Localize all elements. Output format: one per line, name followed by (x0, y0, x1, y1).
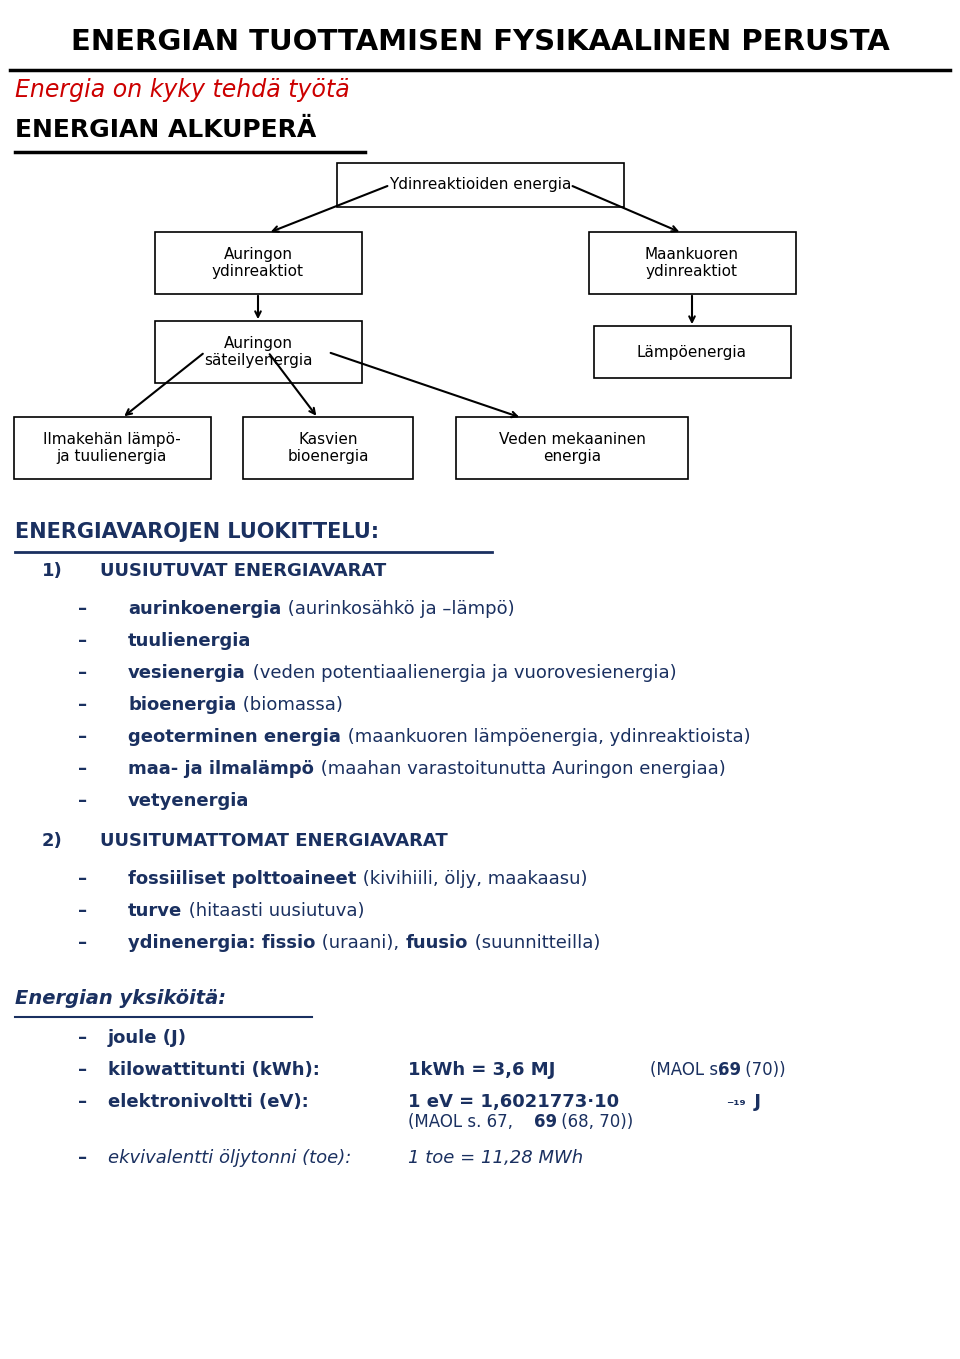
Text: ENERGIAVAROJEN LUOKITTELU:: ENERGIAVAROJEN LUOKITTELU: (15, 522, 379, 542)
Text: –: – (78, 792, 87, 810)
Text: (MAOL s. 67,: (MAOL s. 67, (408, 1113, 521, 1131)
Text: fuusio: fuusio (405, 934, 468, 953)
Text: ekvivalentti öljytonni (toe):: ekvivalentti öljytonni (toe): (108, 1148, 351, 1167)
Text: elektronivoltti (eV):: elektronivoltti (eV): (108, 1093, 309, 1112)
Text: 1): 1) (42, 563, 62, 580)
Text: (hitaasti uusiutuva): (hitaasti uusiutuva) (183, 902, 365, 920)
Text: (70)): (70)) (740, 1061, 785, 1079)
Text: 69: 69 (534, 1113, 557, 1131)
Text: –: – (78, 1029, 87, 1046)
Text: (maankuoren lämpöenergia, ydinreaktioista): (maankuoren lämpöenergia, ydinreaktioist… (342, 728, 751, 746)
FancyBboxPatch shape (588, 232, 796, 294)
Text: J: J (748, 1093, 761, 1112)
Text: –: – (78, 1093, 87, 1112)
Text: ⁻¹⁹: ⁻¹⁹ (726, 1099, 746, 1113)
Text: –: – (78, 728, 87, 746)
Text: maa- ja ilmalämpö: maa- ja ilmalämpö (128, 760, 314, 777)
Text: –: – (78, 1148, 87, 1167)
Text: –: – (78, 760, 87, 777)
FancyBboxPatch shape (155, 232, 362, 294)
Text: ydinenergia: fissio: ydinenergia: fissio (128, 934, 316, 953)
Text: 69: 69 (718, 1061, 741, 1079)
Text: Lämpöenergia: Lämpöenergia (637, 344, 747, 360)
Text: Auringon
ydinreaktiot: Auringon ydinreaktiot (212, 247, 304, 279)
FancyBboxPatch shape (243, 417, 413, 478)
Text: Ilmakehän lämpö-
ja tuulienergia: Ilmakehän lämpö- ja tuulienergia (43, 432, 180, 465)
Text: (biomassa): (biomassa) (237, 696, 343, 713)
Text: Energia on kyky tehdä työtä: Energia on kyky tehdä työtä (15, 77, 349, 102)
FancyBboxPatch shape (337, 163, 623, 207)
Text: –: – (78, 902, 87, 920)
Text: (suunnitteilla): (suunnitteilla) (468, 934, 600, 953)
Text: (maahan varastoitunutta Auringon energiaa): (maahan varastoitunutta Auringon energia… (315, 760, 726, 777)
Text: Ydinreaktioiden energia: Ydinreaktioiden energia (389, 178, 571, 193)
Text: (uraani),: (uraani), (317, 934, 405, 953)
Text: 1 toe = 11,28 MWh: 1 toe = 11,28 MWh (408, 1148, 583, 1167)
Text: ENERGIAN TUOTTAMISEN FYSIKAALINEN PERUSTA: ENERGIAN TUOTTAMISEN FYSIKAALINEN PERUST… (71, 29, 889, 56)
Text: 1 eV = 1,6021773·10: 1 eV = 1,6021773·10 (408, 1093, 619, 1112)
Text: –: – (78, 1061, 87, 1079)
Text: Maankuoren
ydinreaktiot: Maankuoren ydinreaktiot (645, 247, 739, 279)
Text: UUSITUMATTOMAT ENERGIAVARAT: UUSITUMATTOMAT ENERGIAVARAT (100, 832, 447, 849)
Text: Kasvien
bioenergia: Kasvien bioenergia (287, 432, 369, 465)
Text: vesienergia: vesienergia (128, 665, 246, 682)
FancyBboxPatch shape (13, 417, 210, 478)
Text: –: – (78, 665, 87, 682)
Text: –: – (78, 934, 87, 953)
Text: kilowattitunti (kWh):: kilowattitunti (kWh): (108, 1061, 320, 1079)
Text: tuulienergia: tuulienergia (128, 632, 252, 650)
Text: 2): 2) (42, 832, 62, 849)
Text: joule (J): joule (J) (108, 1029, 187, 1046)
Text: vetyenergia: vetyenergia (128, 792, 250, 810)
Text: –: – (78, 632, 87, 650)
Text: ENERGIAN ALKUPERÄ: ENERGIAN ALKUPERÄ (15, 118, 316, 141)
Text: turve: turve (128, 902, 182, 920)
FancyBboxPatch shape (456, 417, 688, 478)
Text: geoterminen energia: geoterminen energia (128, 728, 341, 746)
Text: UUSIUTUVAT ENERGIAVARAT: UUSIUTUVAT ENERGIAVARAT (100, 563, 386, 580)
Text: (MAOL s.: (MAOL s. (650, 1061, 732, 1079)
Text: fossiiliset polttoaineet: fossiiliset polttoaineet (128, 870, 356, 887)
Text: aurinkoenergia: aurinkoenergia (128, 601, 281, 618)
FancyBboxPatch shape (593, 326, 790, 378)
Text: Auringon
säteilyenergia: Auringon säteilyenergia (204, 336, 312, 368)
Text: –: – (78, 601, 87, 618)
Text: –: – (78, 870, 87, 887)
Text: 1kWh = 3,6 MJ: 1kWh = 3,6 MJ (408, 1061, 556, 1079)
Text: bioenergia: bioenergia (128, 696, 236, 713)
Text: Veden mekaaninen
energia: Veden mekaaninen energia (498, 432, 645, 465)
Text: (kivihiili, öljy, maakaasu): (kivihiili, öljy, maakaasu) (357, 870, 588, 887)
Text: (68, 70)): (68, 70)) (556, 1113, 634, 1131)
Text: –: – (78, 696, 87, 713)
Text: (aurinkosähkö ja –lämpö): (aurinkosähkö ja –lämpö) (282, 601, 515, 618)
Text: Energian yksiköitä:: Energian yksiköitä: (15, 989, 226, 1008)
Text: (veden potentiaalienergia ja vuorovesienergia): (veden potentiaalienergia ja vuorovesien… (247, 665, 677, 682)
FancyBboxPatch shape (155, 321, 362, 383)
